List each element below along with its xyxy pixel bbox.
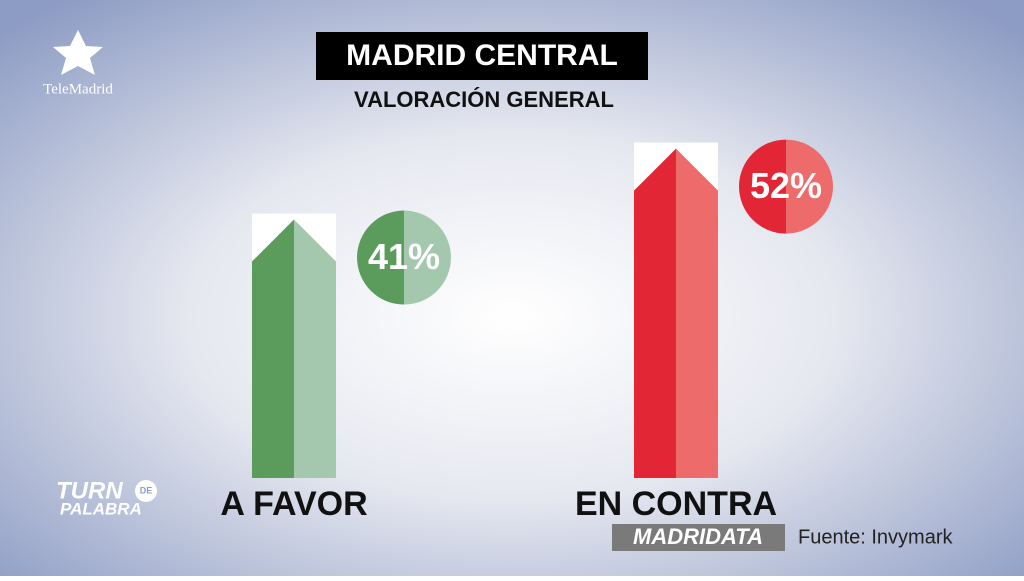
value-badge bbox=[357, 210, 404, 305]
value-badge bbox=[404, 210, 451, 305]
chart-subtitle: VALORACIÓN GENERAL bbox=[354, 87, 614, 112]
source: Fuente: Invymark bbox=[798, 526, 954, 548]
category-label: A FAVOR bbox=[220, 485, 367, 523]
value-badge bbox=[786, 139, 833, 234]
value-label: 41% bbox=[368, 236, 440, 277]
program-logo-circle bbox=[135, 480, 157, 502]
chart-title: MADRID CENTRAL bbox=[346, 39, 618, 72]
section-box bbox=[612, 524, 785, 551]
program-logo-text: PALABRA bbox=[60, 499, 142, 518]
category-label: EN CONTRA bbox=[575, 485, 777, 523]
bar bbox=[634, 148, 676, 478]
value-badge bbox=[739, 139, 786, 234]
title-box bbox=[316, 32, 648, 80]
bar-highlight bbox=[676, 148, 718, 478]
value-label: 52% bbox=[750, 165, 822, 206]
program-logo: TURN DE PALABRA bbox=[56, 477, 157, 518]
bar bbox=[252, 219, 294, 479]
program-logo-text: DE bbox=[140, 485, 153, 495]
program-logo-text: TURN bbox=[56, 477, 123, 504]
channel-name: TeleMadrid bbox=[43, 81, 113, 97]
logo-star bbox=[53, 30, 103, 75]
channel-logo: TeleMadrid bbox=[43, 30, 113, 97]
bar-highlight bbox=[294, 219, 336, 479]
section-name: MADRIDATA bbox=[633, 524, 763, 549]
